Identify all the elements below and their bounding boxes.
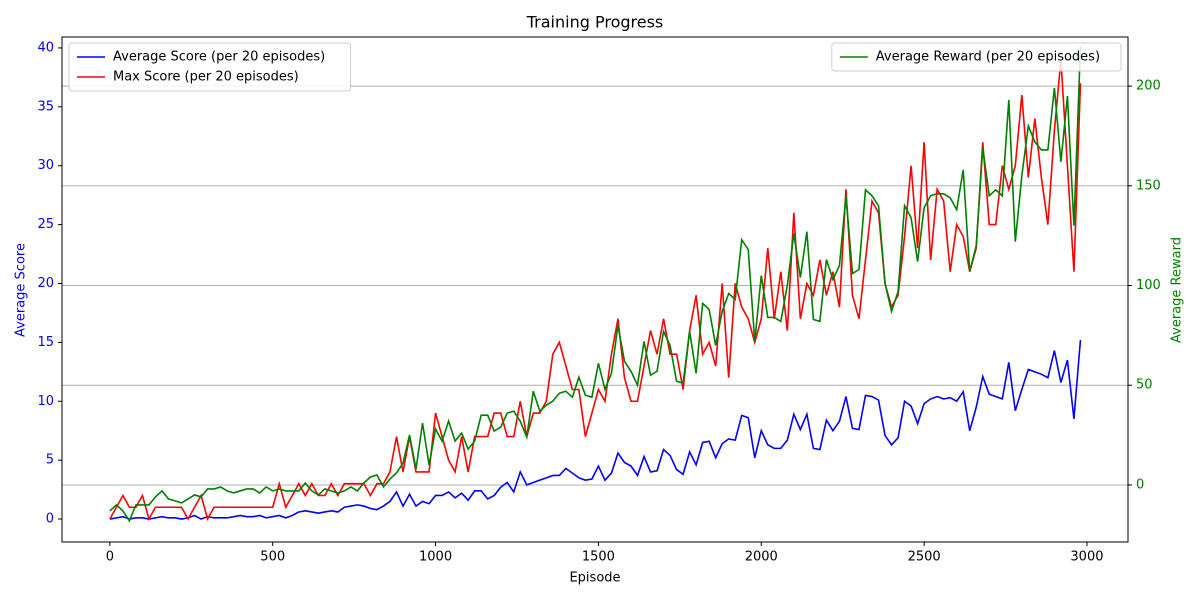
y-tick-label: 30 <box>37 158 54 173</box>
y-tick-label: 0 <box>46 512 54 527</box>
x-tick-label: 2500 <box>908 550 941 565</box>
y-tick-label: 20 <box>37 276 54 291</box>
chart-title: Training Progress <box>526 13 664 32</box>
y-tick-label: 25 <box>37 217 54 232</box>
x-tick-label: 0 <box>106 550 114 565</box>
x-tick-label: 1000 <box>419 550 452 565</box>
legend-box <box>68 42 352 92</box>
x-axis-label: Episode <box>569 571 620 586</box>
legend-label: Average Score (per 20 episodes) <box>113 50 325 65</box>
legend-label: Max Score (per 20 episodes) <box>113 70 299 85</box>
x-tick-label: 500 <box>260 550 285 565</box>
y-axis-label: Average Score <box>14 243 29 337</box>
legend-label: Average Reward (per 20 episodes) <box>876 50 1100 65</box>
x-tick-label: 3000 <box>1070 550 1103 565</box>
y2-tick-label: 50 <box>1136 378 1153 393</box>
y-tick-label: 40 <box>37 40 54 55</box>
y2-tick-label: 150 <box>1136 178 1161 193</box>
y2-tick-label: 100 <box>1136 278 1161 293</box>
y2-tick-label: 0 <box>1136 477 1144 492</box>
y-tick-label: 5 <box>46 453 54 468</box>
x-tick-label: 2000 <box>745 550 778 565</box>
legend-box <box>831 42 1122 72</box>
y-tick-label: 15 <box>37 335 54 350</box>
series-line <box>109 46 1082 523</box>
plot-frame <box>61 36 1129 543</box>
y-tick-label: 35 <box>37 99 54 114</box>
series-line <box>109 59 1082 522</box>
series-line <box>109 339 1082 520</box>
x-tick-label: 1500 <box>582 550 615 565</box>
y-tick-label: 10 <box>37 394 54 409</box>
y2-axis-label: Average Reward <box>1170 237 1185 343</box>
y2-tick-label: 200 <box>1136 79 1161 94</box>
